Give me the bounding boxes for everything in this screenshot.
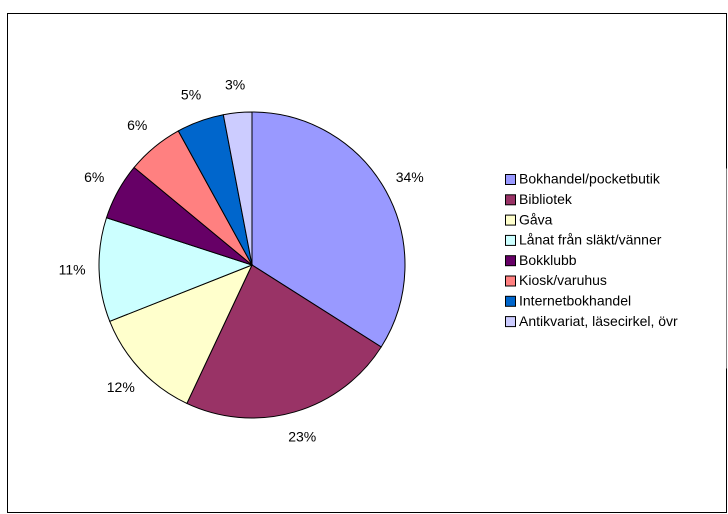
legend-swatch: [505, 174, 516, 185]
legend-label: Bokklubb: [519, 252, 577, 268]
data-label: 34%: [396, 169, 424, 185]
legend-swatch: [505, 295, 516, 307]
legend-swatch: [505, 255, 516, 267]
legend-label: Gåva: [519, 211, 553, 227]
data-label: 12%: [107, 379, 135, 395]
legend-label: Kiosk/varuhus: [519, 272, 607, 288]
legend-swatch: [505, 234, 516, 246]
pie-slice: [109, 264, 253, 405]
data-label: 23%: [288, 429, 316, 445]
data-label: 6%: [84, 169, 104, 185]
pie-slice: [186, 264, 382, 419]
legend-label: Bokhandel/pocketbutik: [519, 171, 661, 187]
legend-label: Lånat från släkt/vänner: [519, 232, 662, 248]
pie-slice: [98, 217, 254, 322]
data-label: 5%: [181, 86, 201, 102]
legend-swatch: [505, 194, 516, 206]
legend-swatch: [505, 214, 516, 226]
legend-box: [490, 168, 727, 369]
pie-slice: [251, 111, 406, 348]
legend-label: Antikvariat, läsecirkel, övr: [519, 313, 678, 329]
data-label: 3%: [225, 77, 245, 93]
legend-swatch: [505, 275, 516, 287]
data-label: 6%: [127, 117, 147, 133]
legend-label: Bibliotek: [519, 191, 573, 207]
data-label: 11%: [59, 261, 86, 277]
legend-swatch: [505, 316, 516, 328]
pie-slice: [222, 111, 253, 266]
legend-label: Internetbokhandel: [519, 293, 631, 309]
